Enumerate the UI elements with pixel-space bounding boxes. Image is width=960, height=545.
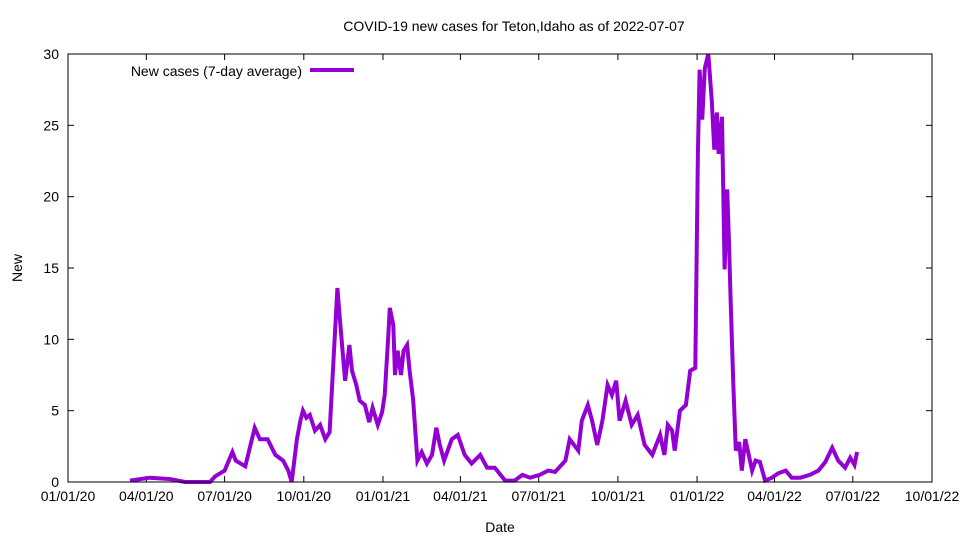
x-tick-label: 01/01/22 (670, 488, 725, 504)
y-axis-label: New (9, 253, 25, 282)
series-line (129, 53, 860, 484)
x-tick-label: 01/01/21 (356, 488, 411, 504)
x-tick-label: 10/01/21 (591, 488, 646, 504)
plot-frame (67, 53, 933, 483)
x-tick-label: 04/01/22 (747, 488, 802, 504)
x-tick-label: 10/01/22 (905, 488, 960, 504)
x-tick-label: 04/01/21 (433, 488, 488, 504)
y-tick-label: 15 (43, 260, 59, 276)
y-tick-label: 10 (43, 331, 59, 347)
legend-label: New cases (7-day average) (131, 63, 302, 79)
y-tick-label: 20 (43, 189, 59, 205)
x-axis-label: Date (485, 519, 515, 535)
x-tick-label: 07/01/20 (197, 488, 252, 504)
legend: New cases (7-day average) (131, 63, 354, 79)
y-tick-label: 0 (51, 474, 59, 490)
axis-ticks: 01/01/20 04/01/20 07/01/20 10/01/20 01/01/21… (41, 46, 960, 504)
x-tick-label: 10/01/20 (277, 488, 332, 504)
x-tick-label: 07/01/22 (826, 488, 881, 504)
y-tick-label: 25 (43, 117, 59, 133)
y-tick-label: 30 (43, 46, 59, 62)
series-layer (129, 53, 860, 484)
y-tick-label: 5 (51, 403, 59, 419)
x-tick-label: 04/01/20 (119, 488, 174, 504)
chart-title: COVID-19 new cases for Teton,Idaho as of… (343, 18, 685, 34)
x-tick-label: 07/01/21 (511, 488, 566, 504)
x-tick-label: 01/01/20 (41, 488, 96, 504)
